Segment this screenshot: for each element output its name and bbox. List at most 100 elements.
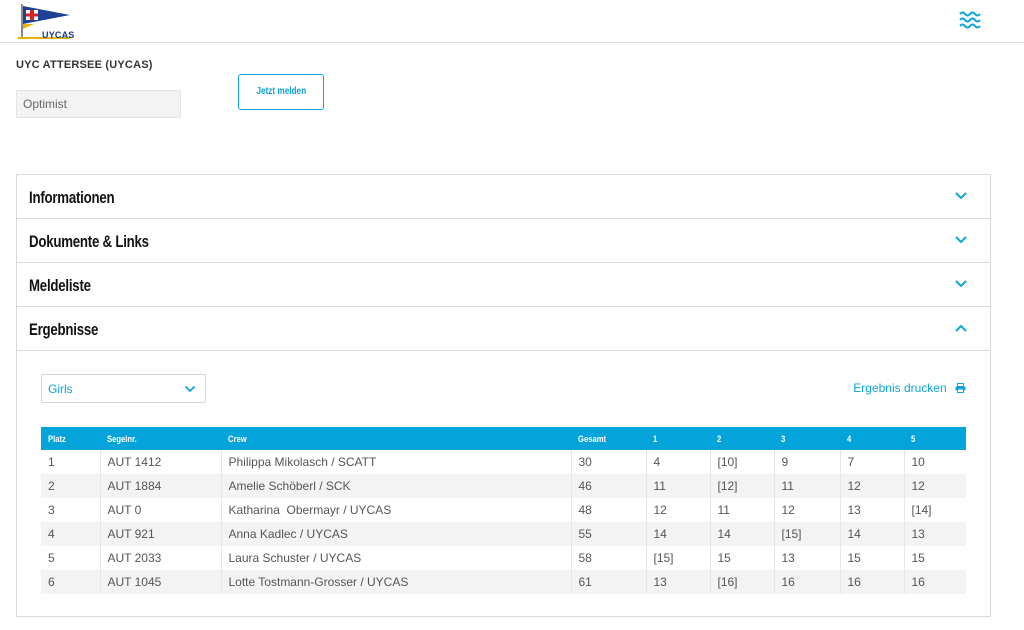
table-cell: 6 (41, 570, 101, 594)
register-button-label: Jetzt melden (256, 86, 306, 97)
table-cell: AUT 1884 (100, 474, 222, 498)
site-header: UYCAS (0, 0, 1024, 43)
table-cell: 61 (571, 570, 647, 594)
column-header[interactable]: Gesamt (571, 427, 646, 450)
table-cell: 4 (41, 522, 101, 546)
print-results-link[interactable]: Ergebnis drucken (853, 381, 966, 395)
column-header[interactable]: Crew (221, 427, 571, 450)
table-cell: 13 (904, 522, 966, 546)
table-cell: AUT 0 (100, 498, 222, 522)
results-header-row: Platz Segelnr. Crew Gesamt 1 2 3 4 5 (41, 427, 966, 450)
results-category-value: Girls (48, 382, 73, 396)
printer-icon (955, 383, 966, 393)
table-cell: Lotte Tostmann-Grosser / UYCAS (221, 570, 572, 594)
chevron-down-icon (955, 280, 967, 288)
table-cell: 16 (904, 570, 966, 594)
table-cell: 55 (571, 522, 647, 546)
accordion-title: Ergebnisse (29, 320, 99, 339)
table-cell: 10 (911, 455, 925, 469)
table-cell: 15 (911, 551, 925, 565)
table-cell: 12 (774, 498, 841, 522)
column-header[interactable]: 5 (904, 427, 966, 450)
accordion-meldeliste[interactable]: Meldeliste (17, 263, 990, 307)
table-cell: 7 (840, 450, 905, 474)
table-cell: 3 (41, 498, 101, 522)
table-cell: 11 (710, 498, 775, 522)
column-header[interactable]: 3 (774, 427, 840, 450)
table-cell: [16] (710, 570, 775, 594)
table-cell: 5 (41, 546, 101, 570)
table-row: 6 AUT 1045 Lotte Tostmann-Grosser / UYCA… (41, 570, 966, 594)
table-row: 4 AUT 921 Anna Kadlec / UYCAS 55 14 14 [… (41, 522, 966, 546)
table-cell: 16 (840, 570, 905, 594)
table-cell: 13 (840, 498, 905, 522)
table-row: 5 AUT 2033 Laura Schuster / UYCAS 58 [15… (41, 546, 966, 570)
table-cell: AUT 921 (100, 522, 222, 546)
column-header[interactable]: Segelnr. (100, 427, 221, 450)
table-cell: 9 (774, 450, 841, 474)
table-cell: 14 (840, 522, 905, 546)
table-cell: 2 (41, 474, 101, 498)
club-flag-icon (18, 4, 70, 39)
table-cell: AUT 1412 (100, 450, 222, 474)
table-cell: 1 (41, 450, 101, 474)
results-panel: Girls Ergebnis drucken Platz Segelnr. Cr… (17, 351, 990, 616)
table-cell: 15 (840, 546, 905, 570)
accordion-informationen[interactable]: Informationen (17, 175, 990, 219)
results-table: Platz Segelnr. Crew Gesamt 1 2 3 4 5 1 A… (41, 427, 966, 594)
table-cell: 12 (904, 474, 966, 498)
print-results-label: Ergebnis drucken (853, 381, 947, 395)
table-cell: [14] (911, 503, 932, 517)
table-cell: 15 (710, 546, 775, 570)
chevron-down-icon (184, 385, 196, 393)
chevron-down-icon (955, 192, 967, 200)
table-cell: Amelie Schöberl / SCK (221, 474, 572, 498)
table-cell: 58 (571, 546, 647, 570)
table-cell: 30 (571, 450, 647, 474)
table-cell: AUT 1045 (100, 570, 222, 594)
club-name: UYC ATTERSEE (UYCAS) (16, 59, 153, 71)
results-category-select[interactable]: Girls (41, 374, 206, 403)
table-cell: [15] (646, 546, 711, 570)
table-cell: 4 (646, 450, 711, 474)
accordion-ergebnisse[interactable]: Ergebnisse (17, 307, 990, 351)
accordion-title: Dokumente & Links (29, 232, 149, 251)
table-cell: 11 (646, 474, 711, 498)
table-cell: 14 (646, 522, 711, 546)
event-accordion: Informationen Dokumente & Links Meldelis… (16, 174, 991, 617)
accordion-dokumente-links[interactable]: Dokumente & Links (17, 219, 990, 263)
table-cell: [15] (774, 522, 841, 546)
table-cell: 16 (774, 570, 841, 594)
table-cell: AUT 2033 (100, 546, 222, 570)
table-cell: Philippa Mikolasch / SCATT (221, 450, 572, 474)
wave-menu-icon[interactable] (958, 10, 982, 30)
register-button[interactable]: Jetzt melden (238, 74, 324, 110)
column-header[interactable]: 2 (710, 427, 774, 450)
column-header[interactable]: 4 (840, 427, 904, 450)
chevron-up-icon (955, 324, 967, 332)
table-cell: 13 (774, 546, 841, 570)
accordion-title: Meldeliste (29, 276, 91, 295)
table-cell: 14 (710, 522, 775, 546)
table-cell: 11 (774, 474, 841, 498)
column-header[interactable]: 1 (646, 427, 710, 450)
table-cell: [10] (710, 450, 775, 474)
table-row: 1 AUT 1412 Philippa Mikolasch / SCATT 30… (41, 450, 966, 474)
table-cell: 46 (571, 474, 647, 498)
accordion-title: Informationen (29, 188, 115, 207)
boat-class-field[interactable]: Optimist (16, 90, 181, 118)
logo-text: UYCAS (42, 30, 75, 40)
club-logo[interactable]: UYCAS (16, 2, 75, 40)
table-cell: 13 (646, 570, 711, 594)
table-cell: Anna Kadlec / UYCAS (221, 522, 572, 546)
table-cell: [12] (710, 474, 775, 498)
column-header[interactable]: Platz (41, 427, 100, 450)
table-cell: Laura Schuster / UYCAS (221, 546, 572, 570)
chevron-down-icon (955, 236, 967, 244)
table-cell: 12 (840, 474, 905, 498)
table-cell: 48 (571, 498, 647, 522)
table-cell: Katharina Obermayr / UYCAS (221, 498, 572, 522)
table-row: 2 AUT 1884 Amelie Schöberl / SCK 46 11 [… (41, 474, 966, 498)
table-cell: 12 (646, 498, 711, 522)
table-row: 3 AUT 0 Katharina Obermayr / UYCAS 48 12… (41, 498, 966, 522)
